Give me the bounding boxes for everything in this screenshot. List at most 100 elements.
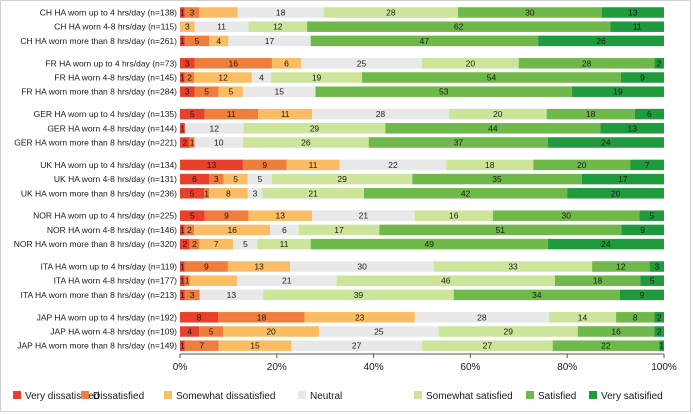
data-label: 20 — [611, 188, 621, 198]
data-label: 2 — [182, 138, 187, 148]
data-label: 44 — [488, 123, 498, 133]
bar-segment — [209, 35, 229, 47]
data-label: 13 — [254, 262, 264, 272]
data-label: 17 — [334, 225, 344, 235]
bar-segment — [310, 35, 539, 47]
bar-segment — [180, 173, 210, 185]
data-label: 3 — [190, 8, 195, 18]
bar-segment — [184, 340, 219, 351]
bar-segment — [630, 159, 664, 171]
bar-segment — [180, 312, 219, 323]
bar-segment — [533, 159, 631, 171]
data-label: 15 — [250, 341, 260, 351]
bar-segment — [180, 137, 190, 148]
bar-segment — [180, 210, 205, 221]
bar-segment — [194, 224, 271, 236]
data-label: 30 — [561, 211, 571, 221]
bar-segment — [649, 261, 664, 272]
bar-segment — [223, 326, 319, 337]
bar-segment — [227, 261, 291, 272]
data-label: 9 — [640, 225, 645, 235]
data-label: 51 — [496, 225, 506, 235]
bar-segment — [184, 35, 210, 47]
data-label: 2 — [657, 58, 662, 68]
x-tick-label: 0% — [173, 362, 188, 373]
bar-segment — [385, 123, 601, 134]
bar-segment — [552, 340, 660, 351]
bar-segment — [251, 72, 272, 83]
bar-segment — [640, 275, 664, 286]
data-label: 9 — [640, 290, 645, 300]
data-label: 3 — [654, 262, 659, 272]
data-label: 20 — [577, 160, 587, 170]
bar-segment — [223, 173, 248, 185]
bar-segment — [180, 188, 205, 199]
bar-segment — [492, 210, 640, 221]
data-label: 2 — [192, 239, 197, 249]
data-label: 8 — [197, 312, 202, 322]
bar-segment — [610, 21, 664, 32]
data-label: 21 — [282, 276, 292, 286]
bar-segment — [204, 188, 210, 199]
bar-segment — [547, 238, 664, 250]
bar-segment — [242, 137, 369, 148]
data-label: 28 — [477, 312, 487, 322]
category-label: ITA HA worn more than 8 hrs/day (n=213) — [21, 290, 178, 300]
data-label: 49 — [425, 239, 435, 249]
data-label: 26 — [301, 138, 311, 148]
legend-label: Satisfied — [538, 391, 576, 402]
bar-segment — [592, 261, 650, 272]
category-label: FR HA worn 4-8 hrs/day (n=145) — [54, 73, 177, 83]
data-label: 35 — [492, 174, 502, 184]
bar-segment — [554, 275, 641, 286]
data-label: 2 — [657, 312, 662, 322]
data-label: 5 — [190, 188, 195, 198]
legend-label: Dissatisfied — [93, 391, 144, 402]
bar-segment — [310, 238, 548, 250]
bar-segment — [233, 238, 258, 250]
bar-segment — [199, 289, 264, 301]
data-label: 3 — [185, 87, 190, 97]
data-label: 2 — [657, 327, 662, 337]
category-label: JAP HA worn up to 4 hrs/day (n=192) — [37, 312, 178, 322]
data-label: 28 — [582, 58, 592, 68]
bar-segment — [209, 188, 248, 199]
bar-segment — [286, 159, 340, 171]
data-label: 22 — [388, 160, 398, 170]
data-label: 18 — [586, 109, 596, 119]
category-label: GER HA worn more than 8 hrs/day (n=221) — [14, 138, 177, 148]
bar-segment — [271, 72, 363, 83]
legend-swatch — [414, 391, 422, 399]
x-tick-label: 60% — [460, 362, 480, 373]
data-label: 7 — [214, 239, 219, 249]
bar-segment — [242, 86, 316, 97]
bar-segment — [362, 72, 621, 83]
data-label: 18 — [257, 312, 267, 322]
data-label: 27 — [352, 341, 362, 351]
bar-segment — [600, 123, 664, 134]
data-label: 28 — [386, 8, 396, 18]
bar-segment — [184, 224, 195, 236]
data-label: 19 — [613, 87, 623, 97]
legend-swatch — [589, 391, 597, 399]
data-label: 3 — [214, 174, 219, 184]
data-label: 1 — [180, 225, 185, 235]
data-label: 1 — [180, 36, 185, 46]
bar-segment — [538, 35, 664, 47]
legend-swatch — [298, 391, 306, 399]
bar-segment — [654, 326, 664, 337]
legend-swatch — [13, 391, 21, 399]
bar-segment — [194, 58, 272, 69]
data-label: 2 — [187, 225, 192, 235]
data-label: 5 — [233, 174, 238, 184]
category-label: JAP HA worn 4-8 hrs/day (n=109) — [50, 327, 177, 337]
bar-segment — [248, 21, 308, 32]
data-label: 6 — [192, 174, 197, 184]
data-label: 11 — [217, 22, 226, 32]
data-label: 29 — [310, 123, 320, 133]
data-label: 8 — [226, 188, 231, 198]
legend-label: Neutral — [310, 391, 342, 402]
bar-segment — [180, 58, 195, 69]
bar-segment — [572, 86, 664, 97]
data-label: 1 — [180, 290, 185, 300]
